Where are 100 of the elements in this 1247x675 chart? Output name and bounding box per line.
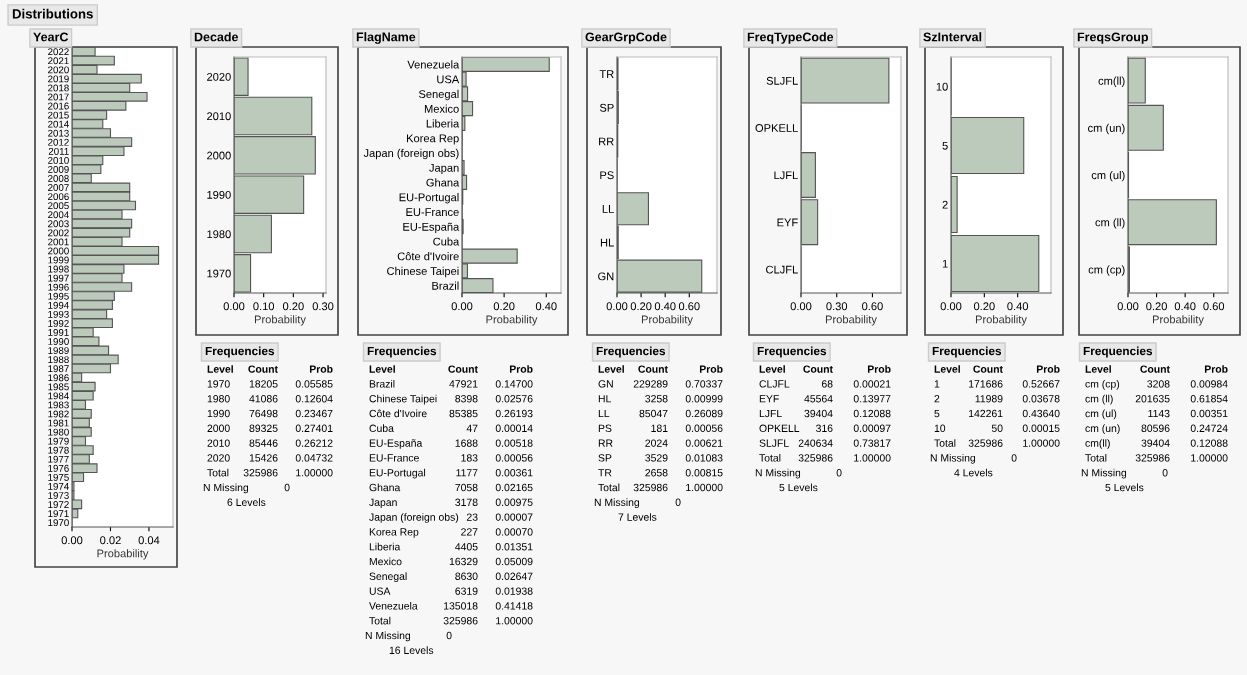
- chart-title: YearC: [33, 32, 69, 42]
- y-tick-label: 5: [942, 141, 948, 150]
- text: N Missing 0: [365, 631, 452, 642]
- y-tick-label: 1990: [48, 338, 69, 345]
- text: EU-Portugal 1177 0.00361: [369, 468, 533, 479]
- text: 1 171686 0.52667: [934, 380, 1060, 388]
- y-tick-label: Japan (foreign obs): [363, 148, 459, 160]
- text: 6 Levels: [227, 498, 266, 506]
- text: GN 229289 0.70337: [598, 380, 723, 388]
- text: 5 Levels: [1105, 483, 1144, 492]
- y-tick-label: 2015: [48, 111, 69, 119]
- text: Mexico 16329 0.05009: [369, 557, 533, 566]
- text: 1970 18205 0.05585: [207, 380, 333, 388]
- text: Côte d'Ivoire 85385 0.26193: [369, 409, 533, 418]
- x-tick-label: 0.60: [678, 302, 700, 311]
- y-tick-label: PS: [600, 171, 614, 180]
- y-tick-label: cm (ul): [1091, 170, 1125, 182]
- x-tick-label: 0.40: [1007, 302, 1029, 311]
- y-tick-label: 1988: [48, 356, 69, 364]
- text: Venezuela 135018 0.41418: [369, 601, 533, 610]
- text: Level Count Prob: [934, 365, 1060, 373]
- text: 7 Levels: [618, 513, 657, 521]
- y-tick-label: 2005: [48, 202, 69, 210]
- y-tick-label: EU-España: [403, 222, 460, 233]
- y-tick-label: 2022: [48, 48, 69, 56]
- text: CLJFL 68 0.00021: [759, 380, 891, 388]
- y-tick-label: 1974: [48, 482, 69, 490]
- y-tick-label: RR: [599, 137, 614, 146]
- y-tick-label: 1972: [48, 501, 69, 508]
- y-tick-label: cm (cp): [1088, 265, 1125, 276]
- text: Frequencies: [596, 346, 666, 358]
- y-tick-label: 1994: [48, 301, 69, 309]
- y-tick-label: 1995: [48, 292, 69, 300]
- y-tick-label: OPKELL: [755, 124, 798, 132]
- text: 2 11989 0.03678: [934, 395, 1060, 403]
- x-tick-label: 0.20: [973, 302, 995, 311]
- y-tick-label: Liberia: [426, 119, 460, 128]
- text: USA 6319 0.01938: [369, 587, 533, 595]
- y-tick-label: 2007: [48, 184, 69, 191]
- text: EU-France 183 0.00056: [369, 454, 533, 462]
- text: Chinese Taipei 8398 0.02576: [369, 394, 533, 405]
- x-tick-label: 0.40: [535, 302, 557, 311]
- y-tick-label: Chinese Taipei: [387, 266, 459, 278]
- y-tick-label: 2014: [48, 120, 69, 128]
- x-axis-title: Probability: [641, 315, 693, 326]
- x-tick-label: 0.00: [61, 536, 83, 545]
- y-tick-label: 1981: [48, 419, 69, 427]
- text: 5 Levels: [779, 483, 818, 492]
- x-tick-label: 0.60: [862, 302, 883, 311]
- chart-title: FlagName: [356, 32, 416, 44]
- x-axis-title: Probability: [254, 315, 306, 326]
- y-tick-label: 1977: [48, 455, 69, 463]
- text: PS 181 0.00056: [598, 424, 723, 432]
- x-tick-label: 0.40: [654, 302, 676, 311]
- y-tick-label: 1987: [48, 365, 69, 373]
- x-tick-label: 0.60: [1203, 302, 1225, 311]
- y-tick-label: 1980: [48, 428, 69, 436]
- text: Total 325986 1.00000: [934, 439, 1060, 447]
- x-tick-label: 0.20: [493, 302, 515, 311]
- y-tick-label: 2003: [48, 220, 69, 228]
- text: cm (ul) 1143 0.00351: [1085, 409, 1228, 420]
- y-tick-label: 1996: [48, 283, 69, 291]
- text: Level Count Prob: [207, 365, 333, 373]
- x-tick-label: 0.20: [282, 302, 304, 311]
- text: 2020 15426 0.04732: [207, 454, 333, 462]
- text: N Missing 0: [930, 453, 1017, 464]
- y-tick-label: 2020: [207, 72, 231, 81]
- y-tick-label: 2010: [48, 156, 69, 164]
- y-tick-label: 2019: [48, 75, 69, 83]
- text: Total 325986 1.00000: [1085, 453, 1228, 462]
- text: RR 2024 0.00621: [598, 439, 723, 447]
- y-tick-label: 2013: [48, 129, 69, 137]
- text: EYF 45564 0.13977: [759, 395, 891, 403]
- text: SP 3529 0.01083: [598, 454, 723, 462]
- x-tick-label: 0.00: [1117, 302, 1139, 311]
- x-tick-label: 0.20: [630, 302, 652, 311]
- y-tick-label: 2020: [48, 66, 69, 74]
- y-tick-label: 2: [942, 200, 948, 209]
- x-tick-label: 0.00: [790, 302, 812, 311]
- chart-title: FreqTypeCode: [747, 32, 834, 44]
- text: 2000 89325 0.27401: [207, 424, 333, 432]
- y-tick-label: Ghana: [426, 178, 460, 187]
- text: 4 Levels: [954, 468, 993, 477]
- text: 5 142261 0.43640: [934, 409, 1060, 418]
- text: Frequencies: [1083, 346, 1153, 358]
- text: 1990 76498 0.23467: [207, 409, 333, 418]
- text: Frequencies: [932, 346, 1002, 358]
- y-tick-label: 2012: [48, 138, 69, 146]
- text: Liberia 4405 0.01351: [369, 542, 533, 551]
- text: OPKELL 316 0.00097: [759, 424, 891, 432]
- y-tick-label: CLJFL: [766, 265, 798, 274]
- y-tick-label: 1971: [48, 510, 69, 518]
- y-tick-label: EYF: [777, 218, 798, 227]
- x-tick-label: 0.30: [312, 302, 334, 311]
- y-tick-label: 1991: [48, 329, 69, 336]
- y-tick-label: 1999: [48, 256, 69, 264]
- y-tick-label: 1980: [207, 230, 231, 239]
- text: cm(ll) 39404 0.12088: [1085, 439, 1228, 449]
- x-tick-label: 0.04: [138, 536, 160, 545]
- y-tick-label: 1978: [48, 446, 69, 454]
